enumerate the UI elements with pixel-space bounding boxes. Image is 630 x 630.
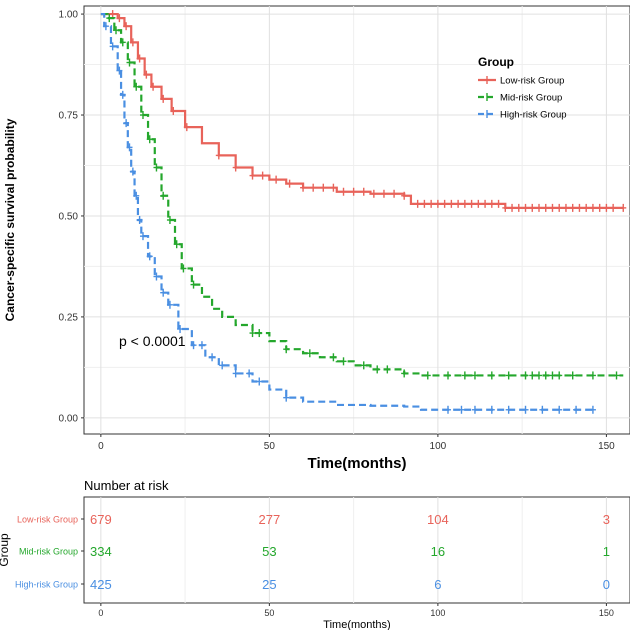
risk-count: 104 — [427, 512, 449, 527]
risk-row-label: Low-risk Group — [17, 515, 78, 525]
risk-count: 0 — [603, 577, 610, 592]
series-high-risk-group — [100, 12, 596, 414]
legend-title: Group — [478, 55, 514, 69]
x-tick-label: 0 — [98, 441, 104, 452]
risk-count: 53 — [262, 544, 276, 559]
y-tick-label: 0.00 — [59, 413, 79, 424]
series-mid-risk-group — [100, 12, 624, 380]
x-ticks: 0 50 100 150 — [98, 434, 615, 452]
risk-count: 16 — [431, 544, 445, 559]
risk-row-label: High-risk Group — [15, 580, 78, 590]
y-tick-label: 0.50 — [59, 211, 79, 222]
risk-count: 277 — [259, 512, 281, 527]
risk-rows: Low-risk Group 679 277 104 3 Mid-risk Group 33… — [15, 512, 610, 592]
risk-count: 6 — [434, 577, 441, 592]
y-axis-label: Cancer-specific survival probability — [3, 118, 17, 321]
risk-count: 425 — [90, 577, 112, 592]
risk-x-tick-label: 0 — [98, 608, 103, 618]
plot-panel — [83, 5, 630, 435]
y-tick-label: 1.00 — [59, 10, 79, 21]
p-value-annotation: p < 0.0001 — [119, 333, 186, 349]
risk-x-tick-label: 100 — [430, 608, 445, 618]
legend-label: Mid-risk Group — [500, 93, 562, 104]
risk-row: High-risk Group 425 25 6 0 — [15, 577, 610, 592]
legend-entry: High-risk Group — [478, 110, 567, 121]
x-tick-label: 50 — [264, 441, 276, 452]
y-tick-label: 0.75 — [59, 111, 79, 122]
survival-curve — [100, 12, 624, 377]
legend-entry: Low-risk Group — [478, 76, 564, 87]
legend-label: Low-risk Group — [500, 76, 564, 87]
km-plot: 0.00 0.25 0.50 0.75 1.00 0 50 100 150 Cancer-sp… — [3, 5, 630, 472]
risk-count: 25 — [262, 577, 276, 592]
legend-entry: Mid-risk Group — [478, 93, 562, 104]
risk-table-panel — [83, 496, 630, 604]
risk-table: Number at risk Low-risk Group 679 277 104 3 M… — [0, 478, 630, 630]
risk-grid — [100, 497, 607, 603]
y-ticks: 0.00 0.25 0.50 0.75 1.00 — [59, 10, 84, 424]
x-axis-label: Time(months) — [308, 455, 407, 472]
risk-row-label: Mid-risk Group — [19, 547, 78, 557]
series-low-risk-group — [100, 10, 627, 212]
legend-label: High-risk Group — [500, 110, 567, 121]
legend: Group Low-risk Group Mid-risk Group High-r… — [478, 55, 567, 121]
risk-row: Mid-risk Group 334 53 16 1 — [19, 544, 610, 559]
risk-x-ticks: 0 50 100 150 — [98, 603, 614, 618]
risk-count: 3 — [603, 512, 610, 527]
y-tick-label: 0.25 — [59, 312, 79, 323]
risk-x-tick-label: 50 — [264, 608, 274, 618]
risk-count: 679 — [90, 512, 112, 527]
risk-x-tick-label: 150 — [599, 608, 614, 618]
risk-x-axis-label: Time(months) — [323, 619, 390, 630]
risk-table-title: Number at risk — [84, 478, 169, 493]
risk-count: 334 — [90, 544, 112, 559]
x-tick-label: 100 — [430, 441, 447, 452]
survival-curve — [100, 12, 593, 411]
risk-count: 1 — [603, 544, 610, 559]
grid — [84, 6, 630, 434]
risk-y-axis-label: Group — [0, 533, 11, 567]
x-tick-label: 150 — [598, 441, 615, 452]
series-layer — [100, 10, 627, 414]
risk-row: Low-risk Group 679 277 104 3 — [17, 512, 610, 527]
